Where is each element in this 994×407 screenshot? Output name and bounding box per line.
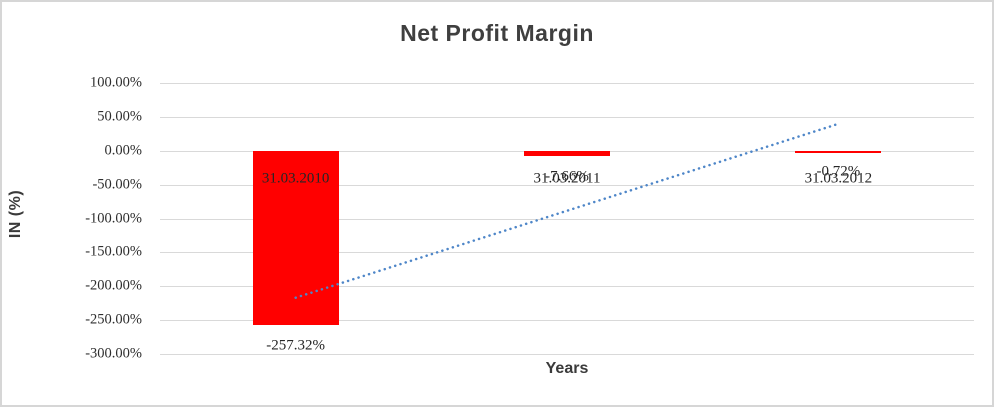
y-axis-tick-label: 50.00% [97,108,142,125]
y-axis-tick-label: -50.00% [92,176,142,193]
x-category-label: 31.03.2010 [261,170,330,187]
y-axis-tick-label: 100.00% [90,74,142,91]
bar-31.03.2012 [795,150,882,153]
gridline [160,354,974,355]
gridline [160,116,974,118]
bar-31.03.2011 [524,150,610,156]
data-label: -0.72% [816,163,861,180]
data-label: -257.32% [266,337,326,354]
y-axis-tick-label: -150.00% [85,243,142,260]
gridline [160,83,974,84]
y-axis-tick-label: -200.00% [85,277,142,294]
data-label: -7.66% [545,168,589,185]
chart-title: Net Profit Margin [400,20,594,46]
y-axis-tick-label: -300.00% [85,345,142,362]
x-category-label: 31.03.2012 [804,170,873,187]
y-axis-tick-label: 0.00% [104,142,142,159]
y-axis-title: IN (%) [7,189,24,239]
x-axis-title: Years [545,360,589,377]
y-axis-tick-label: -250.00% [85,311,142,328]
y-axis-tick-label: -100.00% [85,210,142,226]
gridline [160,320,974,322]
x-category-label: 31.03.2011 [533,170,601,187]
